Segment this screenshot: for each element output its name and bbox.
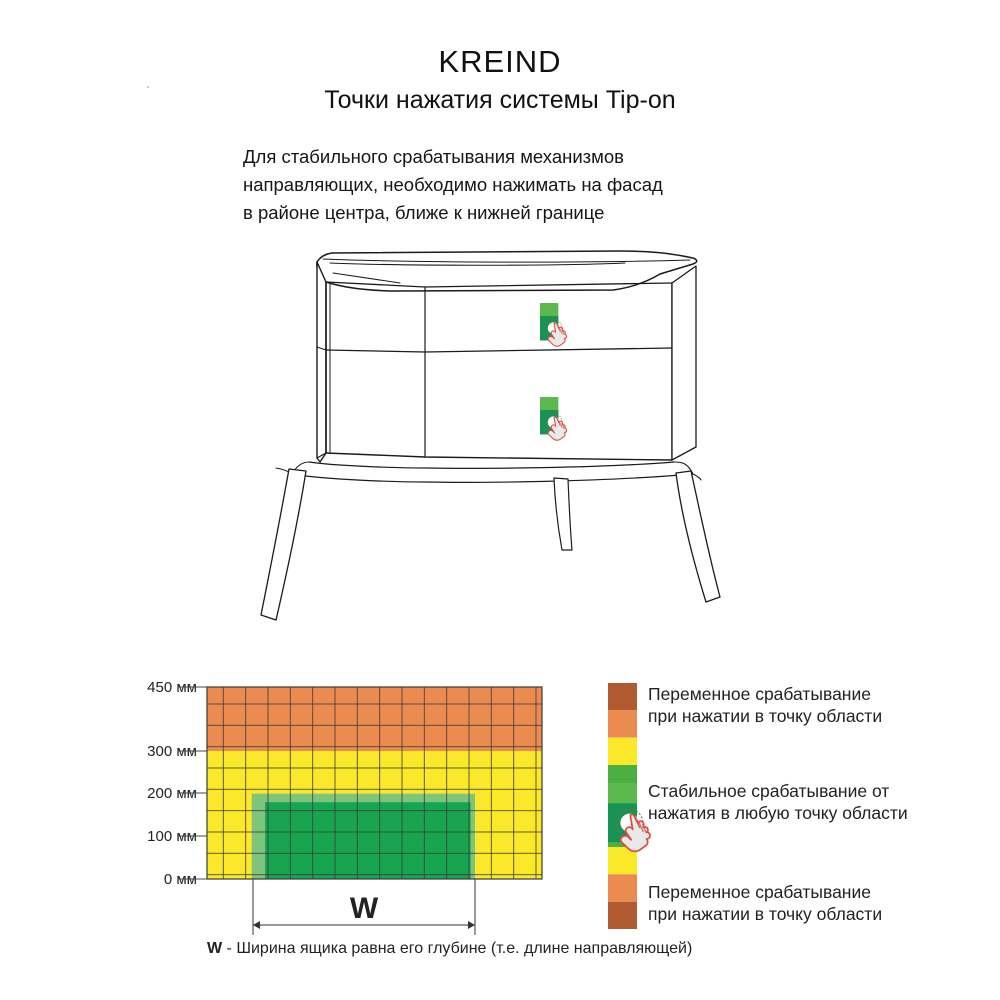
svg-text:Стабильное срабатывание от: Стабильное срабатывание от [648, 781, 889, 801]
svg-text:при нажатии в точку области: при нажатии в точку области [648, 706, 882, 726]
svg-text:Переменное срабатывание: Переменное срабатывание [648, 882, 871, 902]
svg-text:Переменное срабатывание: Переменное срабатывание [648, 684, 871, 704]
svg-text:при нажатии в точку области: при нажатии в точку области [648, 904, 882, 924]
svg-text:нажатия в любую точку области: нажатия в любую точку области [648, 803, 908, 823]
